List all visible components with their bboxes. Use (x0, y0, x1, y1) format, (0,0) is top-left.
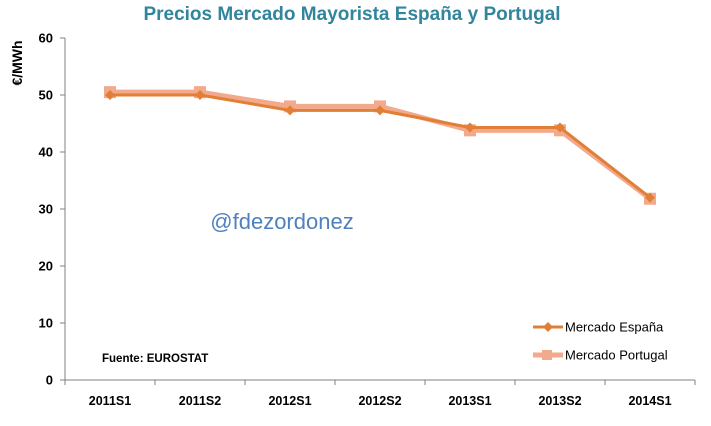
y-tick-label: 0 (46, 373, 53, 388)
x-tick-label: 2014S1 (628, 394, 671, 408)
series-espana (105, 90, 655, 203)
y-axis-ticks: 0 10 20 30 40 50 60 (39, 31, 65, 388)
data-point (645, 192, 655, 203)
series-layer (104, 86, 656, 205)
legend-label: Mercado España (565, 320, 664, 335)
x-tick-label: 2012S2 (358, 394, 401, 408)
legend-marker (543, 322, 553, 332)
source-note: Fuente: EUROSTAT (102, 353, 208, 365)
legend-marker (542, 350, 552, 360)
series-portugal (104, 86, 656, 205)
data-point (465, 122, 475, 133)
x-tick-label: 2012S1 (268, 394, 311, 408)
y-tick-label: 30 (39, 202, 53, 217)
y-tick-label: 10 (39, 316, 53, 331)
data-point (375, 105, 385, 116)
x-tick-label: 2011S2 (179, 394, 221, 408)
legend-item: Mercado España (533, 320, 664, 335)
y-tick-label: 60 (39, 31, 53, 46)
x-tick-label: 2013S2 (538, 394, 581, 408)
y-tick-label: 50 (39, 88, 53, 103)
y-tick-label: 40 (39, 145, 53, 160)
legend-label: Mercado Portugal (565, 348, 668, 363)
chart-title: Precios Mercado Mayorista España y Portu… (143, 4, 560, 25)
legend-item: Mercado Portugal (533, 348, 668, 363)
x-axis-ticks: 2011S1 2011S2 2012S1 2012S2 2013S1 2013S2 2014… (64, 380, 696, 408)
data-point (285, 105, 295, 116)
data-point (555, 122, 565, 133)
watermark-text: @fdezordonez (210, 209, 353, 234)
y-axis-label: €/MWh (9, 40, 25, 85)
y-tick-label: 20 (39, 259, 53, 274)
data-point (105, 90, 115, 100)
legend: Mercado España Mercado Portugal (533, 320, 668, 363)
x-tick-label: 2013S1 (448, 394, 491, 408)
x-tick-label: 2011S1 (89, 394, 131, 408)
data-point (195, 90, 205, 100)
